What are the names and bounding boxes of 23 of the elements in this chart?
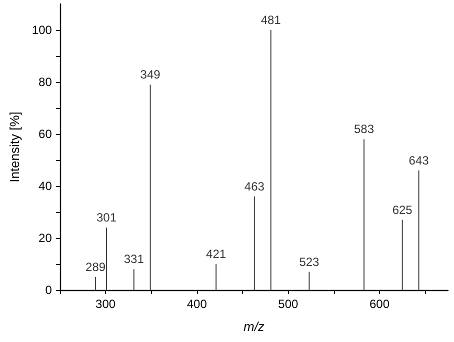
x-tick-label: 400 <box>186 297 208 311</box>
annotation: 583 <box>354 122 374 136</box>
y-tick-label: 80 <box>38 75 52 89</box>
annotation: 481 <box>260 13 282 27</box>
annotation: 523 <box>299 254 320 269</box>
x-axis-title: m/z <box>243 319 265 334</box>
y-tick-label: 100 <box>32 23 52 37</box>
annotation: 349 <box>140 68 161 82</box>
annotation: 331 <box>124 252 144 266</box>
y-tick-label: 40 <box>38 179 52 193</box>
annotation: 421 <box>206 247 226 261</box>
annotation: 301 <box>96 210 117 225</box>
y-tick-label: 0 <box>45 283 52 297</box>
annotation: 643 <box>408 153 430 168</box>
x-tick-label: 600 <box>370 297 390 311</box>
annotation: 289 <box>86 260 106 274</box>
annotation: 625 <box>392 202 413 217</box>
y-axis-title: Intensity [%] <box>7 112 22 182</box>
x-tick-label: 500 <box>278 297 299 311</box>
x-tick-label: 300 <box>96 297 116 311</box>
annotation: 463 <box>244 179 265 194</box>
y-tick-label: 20 <box>38 231 52 245</box>
y-tick-label: 60 <box>38 127 52 141</box>
